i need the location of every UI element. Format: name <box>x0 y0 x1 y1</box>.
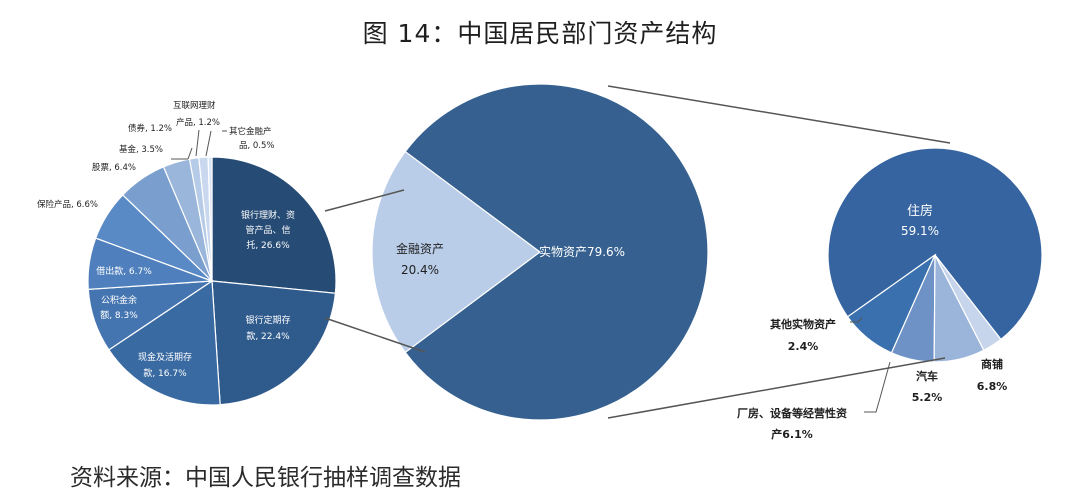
label-internet-2: 产品, 1.2% <box>176 117 220 128</box>
financial-slice-1 <box>211 280 337 406</box>
label-housing-pct: 59.1% <box>901 224 939 238</box>
financial-slice-2 <box>108 279 221 406</box>
label-cash-2: 款, 16.7% <box>143 367 187 379</box>
label-time-deposit-2: 款, 22.4% <box>246 330 290 342</box>
connector-line-lower <box>324 317 426 353</box>
label-insurance: 保险产品, 6.6% <box>37 199 98 210</box>
real-assets-pie <box>827 147 1043 363</box>
financial-assets-pie <box>87 156 337 406</box>
label-car-pct: 5.2% <box>912 391 943 404</box>
label-shop-pct: 6.8% <box>977 380 1008 393</box>
label-bank-wealth-2: 管产品、信 <box>245 224 290 236</box>
label-housing-fund-2: 额, 8.3% <box>100 309 138 321</box>
label-other-fin-2: 品, 0.5% <box>239 141 275 151</box>
label-housing-name: 住房 <box>907 203 933 219</box>
financial-slice-10 <box>207 156 213 282</box>
label-cash-1: 现金及活期存 <box>138 351 192 363</box>
label-shop-name: 商铺 <box>981 357 1003 371</box>
label-internet-1: 互联网理财 <box>173 100 216 111</box>
label-time-deposit-1: 银行定期存 <box>245 314 290 326</box>
source-note: 资料来源：中国人民银行抽样调查数据 <box>70 465 461 491</box>
financial-slice-0 <box>211 156 337 294</box>
label-financial-assets-name: 金融资产 <box>396 241 444 256</box>
middle-pie-labels: 金融资产 20.4% 实物资产79.6% <box>396 241 625 277</box>
total-assets-pie <box>371 83 709 421</box>
label-financial-assets-pct: 20.4% <box>401 263 439 277</box>
label-bank-wealth-3: 托, 26.6% <box>246 239 290 251</box>
label-car-name: 汽车 <box>916 369 938 383</box>
connector-line-upper <box>324 189 405 212</box>
label-plant-pct: 产6.1% <box>771 427 813 441</box>
label-real-assets: 实物资产79.6% <box>539 244 625 259</box>
label-fund: 基金, 3.5% <box>119 144 163 155</box>
label-loan-out: 借出款, 6.7% <box>96 265 152 277</box>
label-other-real-pct: 2.4% <box>788 340 819 353</box>
right-pie-labels: 住房 59.1% 其他实物资产 2.4% 商铺 6.8% 汽车 5.2% 厂房、… <box>737 203 1007 441</box>
total-slice-1 <box>404 83 709 421</box>
real-slice-0 <box>827 147 1043 341</box>
left-pie-labels: 银行理财、资 管产品、信 托, 26.6% 银行定期存 款, 22.4% 现金及… <box>37 100 295 379</box>
chart-title: 图 14：中国居民部门资产结构 <box>362 19 718 48</box>
label-housing-fund-1: 公积金余 <box>101 294 137 306</box>
label-other-real-name: 其他实物资产 <box>770 317 836 331</box>
label-bond: 债券, 1.2% <box>128 123 172 134</box>
real-slice-4 <box>934 254 1002 352</box>
connector-line-right-upper <box>607 85 951 144</box>
leader-lines <box>171 129 891 413</box>
total-slice-0 <box>371 150 542 354</box>
label-plant-name: 厂房、设备等经营性资 <box>737 406 847 420</box>
label-other-fin-1: 其它金融产 <box>229 126 272 137</box>
label-stock: 股票, 6.4% <box>92 163 136 173</box>
label-bank-wealth-1: 银行理财、资 <box>241 209 295 221</box>
